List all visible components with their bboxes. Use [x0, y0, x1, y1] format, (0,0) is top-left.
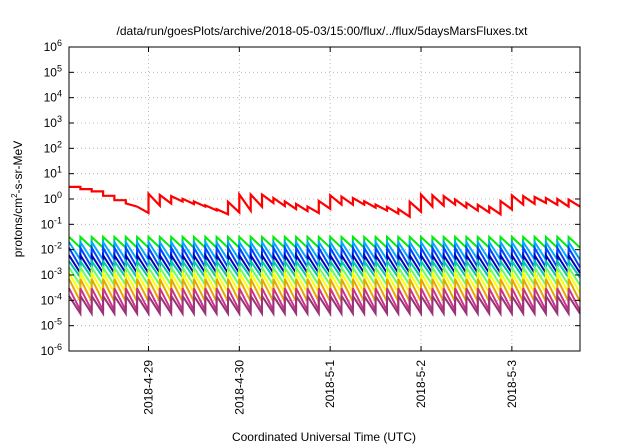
series-line-8 [68, 269, 581, 297]
y-tick-label: 104 [44, 89, 62, 105]
x-tick-label: 2018-4-30 [232, 360, 246, 415]
y-axis-label-base: protons/cm [11, 198, 25, 257]
series-line-6 [68, 258, 581, 281]
series-line-10 [68, 287, 581, 311]
series-line-9 [68, 278, 581, 302]
y-tick-label: 10-2 [41, 241, 62, 257]
y-tick-label: 10-3 [41, 266, 62, 282]
x-tick-label: 2018-5-3 [505, 360, 519, 408]
chart-title: /data/run/goesPlots/archive/2018-05-03/1… [117, 24, 529, 38]
y-axis-label: protons/cm2-s-sr-MeV [10, 141, 25, 257]
series-line-4 [68, 243, 581, 272]
x-axis-label: Coordinated Universal Time (UTC) [232, 430, 416, 444]
y-tick-label: 102 [44, 139, 62, 155]
y-tick-label: 10-4 [41, 291, 62, 307]
series-line-7 [68, 263, 581, 289]
y-tick-label: 105 [44, 63, 62, 79]
y-axis-label-rest: -s-sr-MeV [11, 141, 25, 194]
y-tick-label: 10-6 [41, 342, 62, 358]
series-line-3 [68, 238, 581, 264]
y-tick-label: 100 [44, 190, 62, 206]
series-line-2 [68, 234, 581, 251]
y-tick-label: 10-1 [41, 215, 62, 231]
y-axis-label-sup: 2 [10, 193, 19, 198]
y-tick-label: 101 [44, 165, 62, 181]
x-axis: 2018-4-29 2018-4-30 2018-5-1 2018-5-2 2018-5… [141, 47, 519, 415]
series-line-1 [69, 185, 581, 219]
x-tick-label: 2018-5-1 [323, 360, 337, 408]
y-tick-label: 10-5 [41, 317, 62, 333]
series-line-11 [68, 292, 581, 318]
series-lines [68, 185, 581, 318]
x-tick-label: 2018-5-2 [414, 360, 428, 408]
y-tick-label: 106 [44, 38, 62, 54]
x-tick-label: 2018-4-29 [141, 360, 155, 415]
series-line-5 [68, 251, 581, 277]
y-tick-label: 103 [44, 114, 62, 130]
y-axis: 10-6 10-5 10-4 10-3 10-2 10-1 100 101 102 103 104 1… [41, 38, 580, 358]
